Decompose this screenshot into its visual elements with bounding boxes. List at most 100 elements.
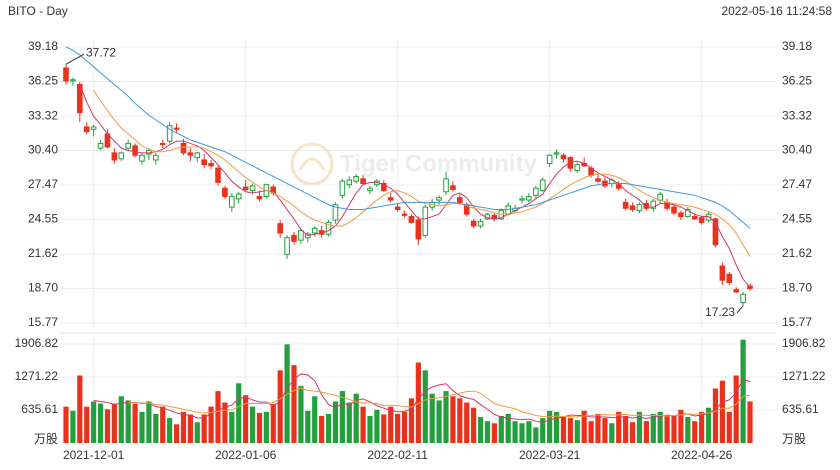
volume-bar [705, 407, 712, 443]
x-tick-label: 2021-12-01 [63, 448, 125, 462]
candle-body [636, 204, 643, 212]
candle-body [166, 125, 173, 142]
volume-bar [291, 365, 297, 443]
volume-bar [249, 406, 256, 443]
volume-bar [629, 422, 636, 443]
candle-body [325, 221, 332, 235]
candle-body [498, 210, 505, 220]
y-tick-label-left: 33.32 [28, 108, 58, 122]
volume-bar [477, 417, 484, 443]
candle-body [201, 159, 207, 166]
candle-body [249, 185, 256, 192]
candle-body [698, 217, 705, 223]
candle-body [215, 167, 221, 183]
candle-body [284, 237, 290, 255]
volume-bar [719, 380, 725, 443]
volume-bar [277, 370, 283, 443]
candle-body [339, 180, 346, 196]
timestamp: 2022-05-16 11:24:58 [721, 4, 832, 18]
volume-bar [222, 402, 228, 443]
volume-bar [167, 418, 173, 443]
volume-bar [187, 414, 193, 443]
y-tick-label-right: 36.25 [782, 74, 812, 88]
candle-body [381, 183, 387, 192]
volume-bar [609, 423, 615, 443]
x-tick-label: 2022-03-21 [519, 448, 581, 462]
watermark: Tiger Community [290, 142, 538, 186]
volume-bar [208, 406, 214, 443]
volume-tick-label-left: 1271.22 [15, 369, 59, 383]
candle-body [685, 208, 691, 218]
volume-tick-label-right: 635.61 [782, 402, 819, 416]
volume-bar [471, 407, 477, 443]
volume-bar [319, 416, 325, 443]
watermark-text: Tiger Community [340, 150, 538, 177]
max-label: 37.72 [86, 45, 116, 59]
volume-bar [740, 339, 746, 443]
volume-tick-label-left: 1906.82 [15, 336, 59, 350]
volume-bar [457, 398, 463, 443]
volume-bar [415, 362, 421, 443]
volume-bar [229, 411, 235, 443]
candle-body [691, 216, 698, 220]
ma-line [79, 84, 751, 288]
volume-bar [588, 421, 594, 443]
volume-bar [560, 416, 567, 443]
candle-body [229, 195, 235, 208]
y-tick-label-left: 21.62 [28, 246, 58, 260]
volume-bar [395, 413, 401, 443]
y-tick-label-left: 30.40 [28, 143, 58, 157]
volume-bar [726, 411, 732, 443]
volume-bar [692, 421, 698, 443]
candle-body [159, 142, 166, 146]
volume-bar [325, 413, 332, 443]
candle-body [90, 126, 97, 130]
volume-bar [678, 409, 684, 443]
volume-bar [712, 388, 719, 443]
volume-bar [526, 421, 532, 443]
candle-body [719, 265, 726, 281]
volume-bar [574, 420, 580, 443]
candle-body [118, 152, 125, 160]
volume-bar [408, 398, 415, 443]
candle-body [678, 212, 684, 218]
y-tick-label-left: 36.25 [28, 74, 58, 88]
y-tick-label-right: 33.32 [782, 108, 812, 122]
volume-bar [671, 416, 677, 443]
y-tick-label-right: 18.70 [782, 281, 812, 295]
watermark-logo [290, 142, 334, 186]
volume-bar [77, 375, 83, 443]
volume-bar [270, 404, 276, 443]
candle-body [415, 219, 422, 240]
candle-body [83, 126, 90, 133]
candle-body [408, 216, 415, 223]
candle-body [629, 205, 636, 210]
candle-body [139, 154, 145, 162]
volume-bar [104, 409, 111, 443]
candle-body [235, 193, 242, 200]
volume-bar [63, 406, 69, 443]
candle-body [111, 152, 118, 161]
volume-bar [602, 418, 608, 443]
volume-tick-label-left: 635.61 [21, 402, 58, 416]
volume-bar [125, 400, 131, 443]
volume-bar [84, 406, 90, 443]
candle-body [332, 204, 339, 221]
candle-body [194, 152, 201, 159]
volume-bar [699, 411, 705, 443]
candle-body [97, 142, 104, 149]
chart-title: BITO - Day [8, 4, 68, 18]
volume-unit-left: 万股 [34, 432, 58, 446]
volume-bar [595, 413, 601, 443]
volume-bar [547, 410, 553, 443]
candle-body [63, 67, 69, 82]
volume-tick-label-right: 1906.82 [782, 336, 826, 350]
volume-bar [201, 414, 207, 443]
candle-body [153, 154, 159, 161]
y-tick-label-left: 39.18 [28, 39, 58, 53]
volume-bar [484, 421, 491, 443]
volume-bar [733, 375, 739, 443]
volume-unit-right: 万股 [782, 432, 806, 446]
candle-body [539, 179, 546, 192]
candle-body [125, 142, 131, 149]
